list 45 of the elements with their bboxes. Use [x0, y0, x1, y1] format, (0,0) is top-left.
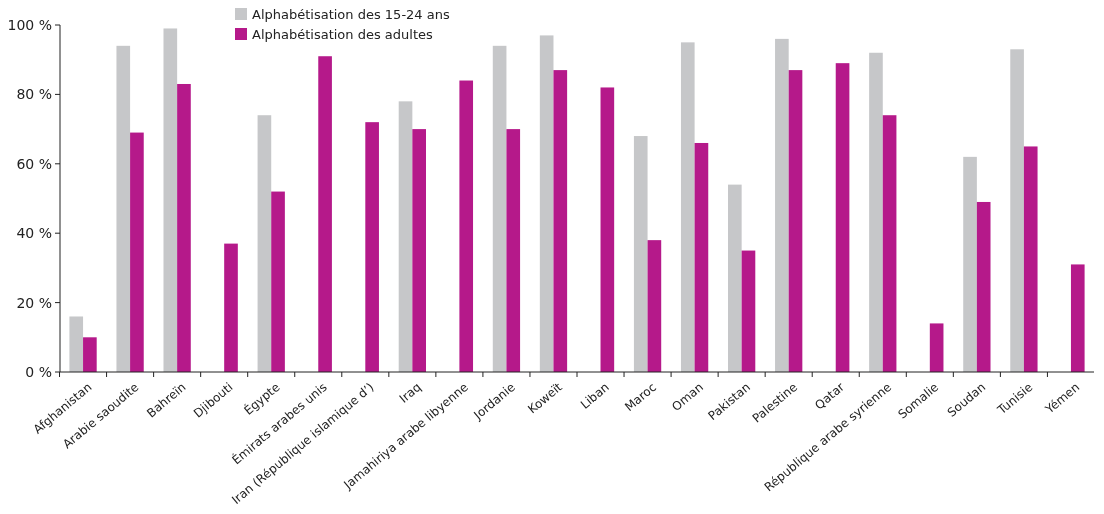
bar: [929, 323, 944, 372]
bar: [647, 240, 662, 372]
bar: [318, 56, 332, 372]
y-tick-label: 0 %: [25, 363, 52, 380]
bar: [69, 316, 84, 372]
y-tick-label: 100 %: [7, 16, 52, 33]
bar: [788, 70, 803, 372]
bar: [130, 132, 144, 372]
bar: [257, 115, 272, 372]
bar: [1023, 146, 1038, 372]
bar: [163, 28, 178, 372]
bar: [963, 156, 977, 372]
y-tick-label: 40 %: [16, 225, 52, 242]
bar: [633, 136, 648, 372]
bar: [775, 38, 789, 372]
bar: [741, 250, 756, 372]
bar: [365, 122, 379, 372]
bar: [1070, 264, 1085, 372]
x-tick-label: Iraq: [396, 380, 424, 406]
bar: [728, 184, 742, 372]
bar: [553, 70, 568, 372]
bar: [1010, 49, 1024, 372]
bar: [680, 42, 695, 372]
bar: [83, 337, 97, 372]
bar: [869, 52, 883, 372]
legend-label: Alphabétisation des adultes: [252, 26, 434, 42]
bar: [694, 142, 709, 372]
bar: [398, 101, 413, 372]
bar: [539, 35, 554, 372]
bar: [976, 201, 991, 372]
bar: [177, 83, 191, 372]
bar: [224, 243, 238, 372]
y-tick-label: 80 %: [16, 86, 52, 103]
y-tick-label: 60 %: [16, 155, 52, 172]
bar: [116, 45, 131, 372]
bar: [506, 129, 521, 372]
bar: [600, 87, 615, 372]
bar: [412, 129, 426, 372]
bar: [271, 191, 285, 372]
legend-label: Alphabétisation des 15-24 ans: [252, 6, 450, 22]
bar: [492, 45, 507, 372]
bar: [882, 115, 897, 372]
bar: [835, 63, 850, 372]
bar: [459, 80, 474, 372]
y-tick-label: 20 %: [16, 294, 52, 311]
